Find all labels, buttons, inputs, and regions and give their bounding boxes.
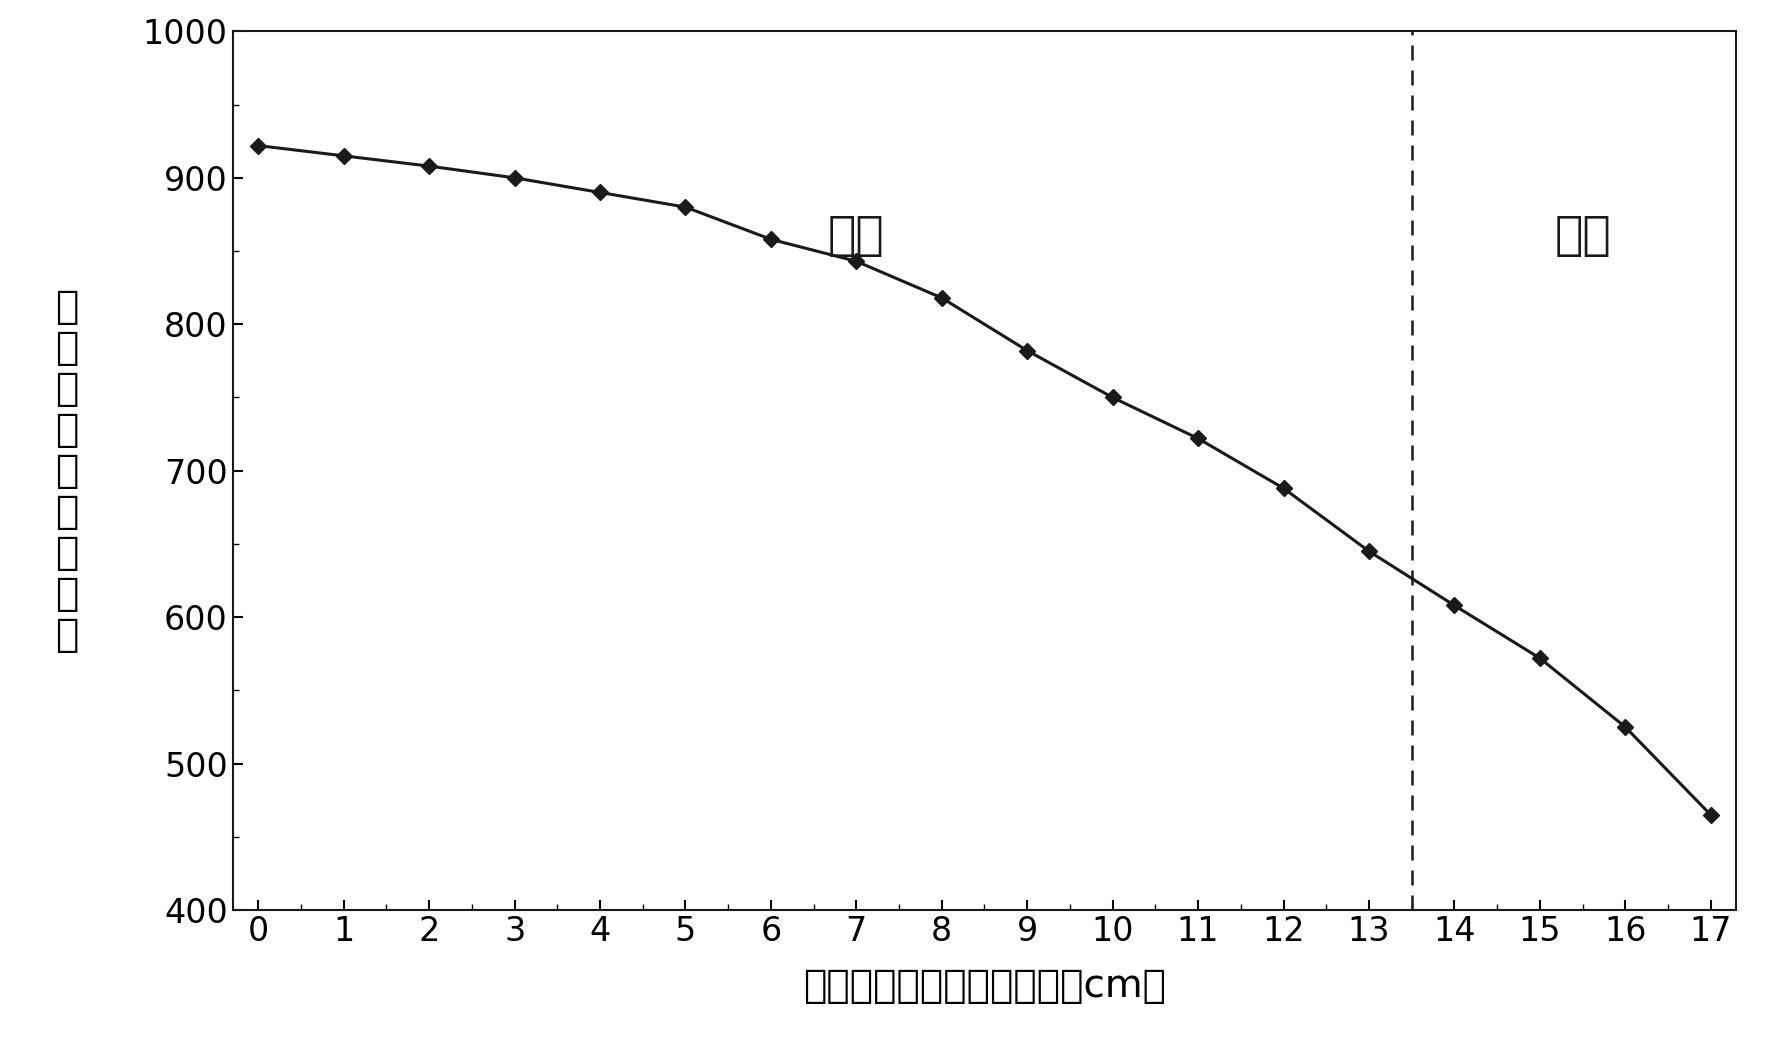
X-axis label: 沿反应炉中心的纵向距离（cm）: 沿反应炉中心的纵向距离（cm） bbox=[803, 968, 1165, 1005]
Y-axis label: 反
应
温
度
（
摄
氏
度
）: 反 应 温 度 （ 摄 氏 度 ） bbox=[55, 288, 79, 654]
Text: 炉外: 炉外 bbox=[1553, 213, 1610, 259]
Text: 炉内: 炉内 bbox=[828, 213, 884, 259]
